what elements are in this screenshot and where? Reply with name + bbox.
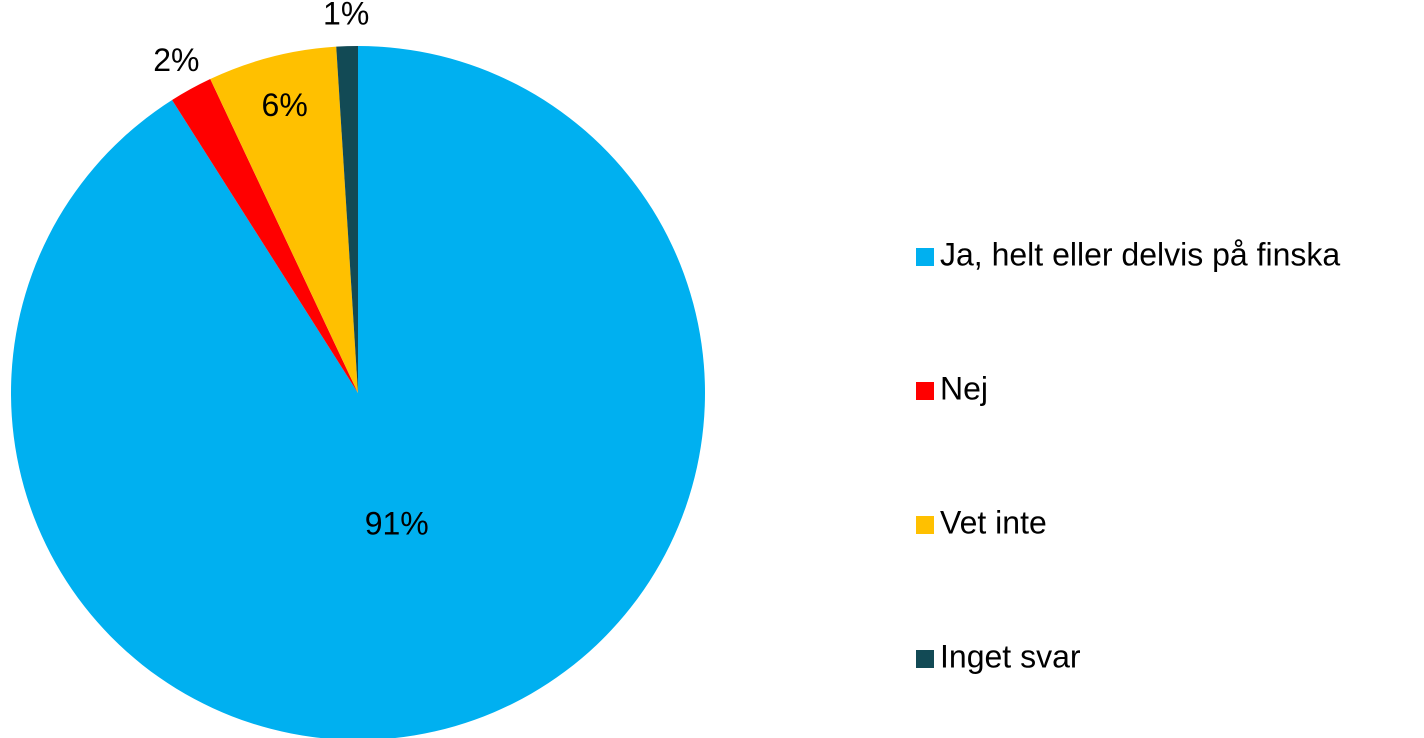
data-label: 6% xyxy=(262,87,308,123)
legend-swatch xyxy=(916,650,934,668)
pie-slice xyxy=(11,46,705,738)
pie-slice xyxy=(172,79,358,393)
data-label: 91% xyxy=(365,506,429,542)
legend-label: Inget svar xyxy=(940,638,1081,674)
legend-label: Ja, helt eller delvis på finska xyxy=(940,236,1340,272)
legend-swatch xyxy=(916,248,934,266)
pie-slice xyxy=(210,46,358,394)
legend-label: Vet inte xyxy=(940,504,1047,540)
data-label: 1% xyxy=(323,0,369,32)
pie-slice xyxy=(336,46,358,393)
legend-swatch xyxy=(916,382,934,400)
legend-label: Nej xyxy=(940,370,988,406)
legend-swatch xyxy=(916,516,934,534)
data-label: 2% xyxy=(153,42,199,78)
